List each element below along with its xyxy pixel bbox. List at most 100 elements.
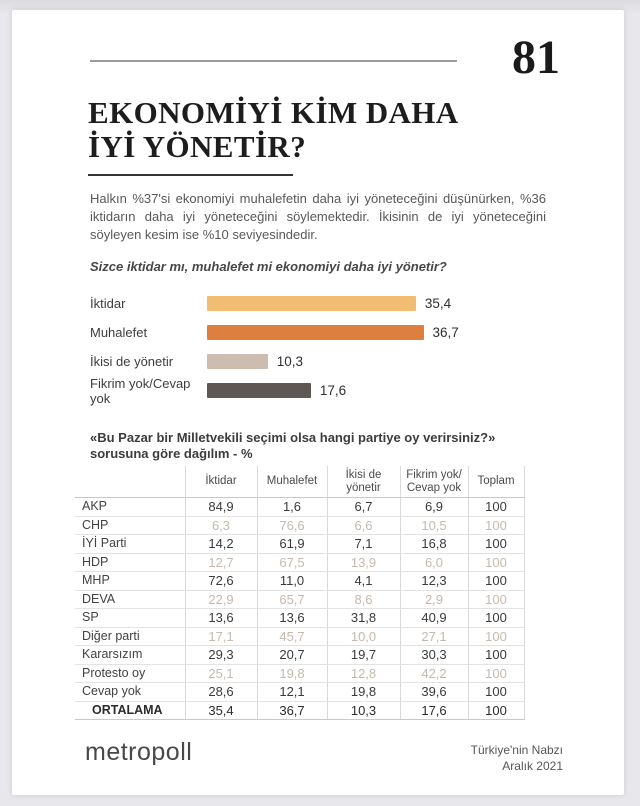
column-header: İktidar [184,466,257,498]
header-row: İktidar Muhalefet İkisi de yönetir Fikrim y… [75,466,525,498]
table-row: İYİ Parti 14,2 61,9 7,1 16,8 100 [75,534,525,554]
cell-value: 22,9 [184,590,257,609]
intro-paragraph: Halkın %37'si ekonomiyi muhalefetin daha… [90,191,546,242]
cell-value: 67,5 [256,553,327,572]
cell-value: 100 [467,534,525,554]
footer-publication: Türkiye'nin Nabzı [470,743,563,757]
bar-row: İkisi de yönetir 10,3 [90,354,570,369]
cell-value: 25,1 [184,664,257,683]
cell-value: 10,5 [399,516,468,535]
row-label: ORTALAMA [75,701,185,720]
row-label: DEVA [75,590,185,609]
table-row: ORTALAMA 35,4 36,7 10,3 17,6 100 [75,701,525,720]
cell-value: 14,2 [184,534,257,554]
cell-value: 30,3 [399,645,468,665]
cell-value: 19,7 [326,645,400,665]
cell-value: 72,6 [184,571,257,591]
cell-value: 13,6 [256,608,327,628]
cell-value: 13,6 [184,608,257,628]
cell-value: 76,6 [256,516,327,535]
row-label: Protesto oy [75,664,185,683]
cell-value: 100 [467,645,525,665]
cell-value: 100 [467,701,525,720]
page-title: EKONOMİYİ KİM DAHA İYİ YÖNETİR? [88,96,459,164]
row-label: AKP [75,497,185,517]
cell-value: 29,3 [184,645,257,665]
cell-value: 100 [467,553,525,572]
table-intro: «Bu Pazar bir Milletvekili seçimi olsa h… [90,430,496,461]
cell-value: 100 [467,682,525,702]
cell-value: 12,1 [256,682,327,702]
cell-value: 100 [467,664,525,683]
table-row: CHP 6,3 76,6 6,6 10,5 100 [75,516,525,535]
bar-row: Muhalefet 36,7 [90,325,570,340]
footer-date: Aralık 2021 [502,759,563,773]
bar-value: 36,7 [432,325,459,340]
row-label: CHP [75,516,185,535]
column-header [75,466,185,498]
bar-value: 10,3 [276,354,304,369]
row-label: MHP [75,571,185,591]
bar-label: İkisi de yönetir [90,354,174,369]
cell-value: 61,9 [256,534,327,554]
bar-value: 35,4 [424,296,452,311]
bar [207,383,311,398]
cell-value: 39,6 [399,682,468,702]
row-label: İYİ Parti [75,534,185,554]
title-underline [88,174,293,176]
cell-value: 19,8 [256,664,327,683]
cell-value: 28,6 [184,682,257,702]
report-page: 81 EKONOMİYİ KİM DAHA İYİ YÖNETİR? Halkın… [12,10,624,795]
bar-label: İktidar [90,296,126,311]
footer-meta: Türkiye'nin Nabzı Aralık 2021 [471,742,563,774]
cell-value: 10,0 [326,627,400,646]
cell-value: 6,9 [399,497,468,517]
cell-value: 20,7 [256,645,327,665]
cell-value: 17,1 [184,627,257,646]
page-title-line2: İYİ YÖNETİR? [88,129,307,164]
table-row: SP 13,6 13,6 31,8 40,9 100 [75,608,525,628]
cell-value: 36,7 [256,701,327,720]
cell-value: 100 [467,590,525,609]
cell-value: 100 [467,608,525,628]
table-row: AKP 84,9 1,6 6,7 6,9 100 [75,497,525,517]
cell-value: 6,3 [184,516,257,535]
cell-value: 7,1 [326,534,400,554]
table-row: Protesto oy 25,1 19,8 12,8 42,2 100 [75,664,525,683]
table-row: HDP 12,7 67,5 13,9 6,0 100 [75,553,525,572]
cell-value: 12,8 [326,664,400,683]
cell-value: 19,8 [326,682,400,702]
cell-value: 10,3 [326,701,400,720]
column-header: Fikrim yok/ Cevap yok [399,466,468,498]
results-table: İktidar Muhalefet İkisi de yönetir Fikrim y… [75,466,525,720]
cell-value: 40,9 [399,608,468,628]
row-label: Diğer parti [75,627,185,646]
cell-value: 31,8 [326,608,400,628]
column-header: İkisi de yönetir [326,466,400,498]
row-label: HDP [75,553,185,572]
bar-value: 17,6 [319,383,347,398]
cell-value: 16,8 [399,534,468,554]
cell-value: 100 [467,497,525,517]
bar-row: İktidar 35,4 [90,296,570,311]
table-head: İktidar Muhalefet İkisi de yönetir Fikrim y… [75,466,525,498]
cell-value: 6,0 [399,553,468,572]
bar-label: Muhalefet [90,325,148,340]
bar [207,325,424,340]
table-row: MHP 72,6 11,0 4,1 12,3 100 [75,571,525,591]
cell-value: 35,4 [184,701,257,720]
column-header: Muhalefet [256,466,327,498]
cell-value: 12,3 [399,571,468,591]
bar-chart: İktidar 35,4 Muhalefet 36,7 İkisi de yönetir… [90,296,570,412]
page-number: 81 [512,31,560,84]
cell-value: 100 [467,627,525,646]
table-body: AKP 84,9 1,6 6,7 6,9 100 CHP 6,3 76,6 6,6 10,5 100 İ… [75,497,525,720]
table-row: DEVA 22,9 65,7 8,6 2,9 100 [75,590,525,609]
page-title-line1: EKONOMİYİ KİM DAHA [88,95,459,130]
bar-row: Fikrim yok/Cevap yok 17,6 [90,376,570,406]
cell-value: 27,1 [399,627,468,646]
row-label: SP [75,608,185,628]
metropoll-logo: metropoll [85,738,193,766]
cell-value: 65,7 [256,590,327,609]
cell-value: 45,7 [256,627,327,646]
